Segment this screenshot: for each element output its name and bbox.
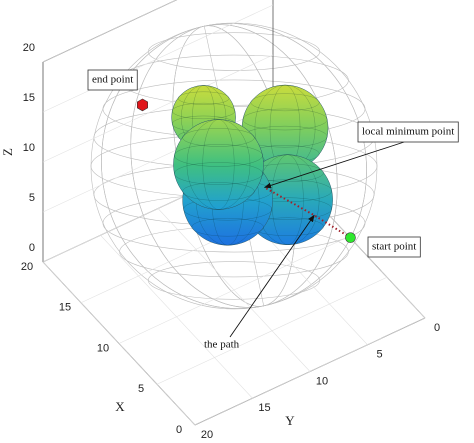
z-axis-label: Z [0, 148, 15, 156]
obstacle-mesh [191, 217, 264, 237]
obstacle-mesh [177, 91, 230, 105]
x-tick-label: 0 [176, 424, 182, 436]
label-box [367, 236, 421, 258]
obstacle-mesh [202, 119, 235, 210]
z-tick-label: 20 [23, 42, 35, 54]
x-tick-label: 10 [97, 342, 109, 354]
z-tick-label: 15 [23, 92, 35, 104]
grid-line [42, 261, 196, 426]
grid-line [42, 54, 274, 163]
y-tick-label: 10 [316, 375, 328, 387]
point-label: start point [372, 241, 416, 253]
label-box [357, 121, 459, 143]
obstacle-mesh [250, 93, 320, 112]
x-tick-label: 20 [21, 261, 33, 273]
grid-line [42, 0, 177, 63]
y-tick-label: 20 [201, 429, 213, 441]
point-label: end point [92, 74, 133, 86]
y-tick-label: 0 [434, 322, 440, 334]
y-tick-label: 15 [258, 402, 270, 414]
axis-edge [42, 0, 178, 63]
path-line [264, 186, 351, 239]
annotation-arrow [263, 141, 405, 189]
z-tick-label: 5 [29, 192, 35, 204]
y-tick-label: 5 [376, 349, 382, 361]
x-tick-label: 5 [138, 383, 144, 395]
obstacle-mesh [182, 182, 255, 201]
obstacle [173, 119, 264, 210]
obstacle-mesh [186, 119, 251, 210]
x-axis-label: X [115, 399, 125, 414]
y-axis-label: Y [285, 413, 295, 428]
obstacle-mesh [171, 102, 236, 120]
z-tick-label: 10 [23, 142, 35, 154]
grid-line [100, 235, 253, 399]
grid-line [157, 208, 311, 372]
end-point-marker [137, 98, 148, 112]
obstacle-mesh [174, 144, 263, 167]
annotation-text: local minimum point [362, 126, 454, 138]
obstacle-mesh [242, 108, 328, 131]
x-tick-label: 15 [59, 302, 71, 314]
obstacle-mesh [174, 162, 263, 185]
annotation-text: the path [204, 339, 240, 351]
start-point-marker [345, 232, 356, 243]
label-box [87, 69, 138, 91]
wire-parallel [147, 261, 321, 300]
wire-parallel [147, 32, 321, 71]
z-tick-label: 0 [29, 242, 35, 254]
obstacle-mesh [182, 128, 255, 147]
annotation-arrow [229, 214, 315, 338]
grid-line [42, 4, 274, 113]
